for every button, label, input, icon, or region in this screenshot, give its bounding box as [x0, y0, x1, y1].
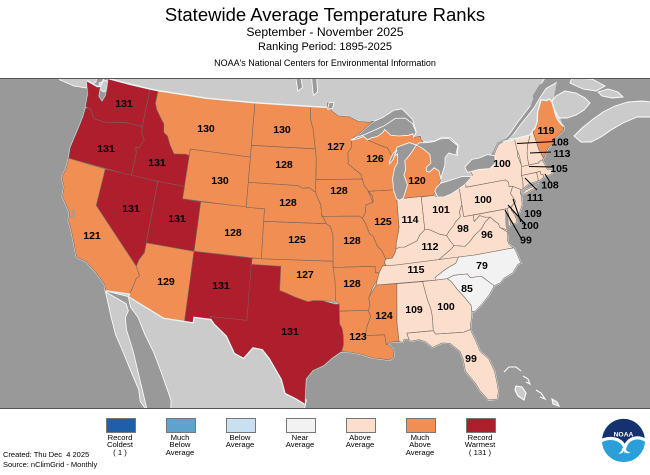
svg-text:115: 115 [408, 264, 425, 276]
svg-text:124: 124 [375, 310, 393, 322]
svg-text:114: 114 [402, 214, 419, 226]
svg-text:131: 131 [281, 326, 299, 338]
svg-text:131: 131 [122, 203, 140, 215]
svg-text:131: 131 [97, 143, 115, 155]
svg-text:128: 128 [279, 197, 297, 209]
svg-text:109: 109 [405, 304, 423, 316]
svg-text:100: 100 [521, 220, 539, 232]
svg-text:101: 101 [432, 204, 450, 216]
svg-text:113: 113 [554, 148, 571, 160]
svg-text:121: 121 [83, 230, 101, 242]
svg-text:127: 127 [296, 269, 314, 281]
svg-text:100: 100 [437, 301, 455, 313]
svg-text:119: 119 [538, 125, 555, 137]
svg-text:131: 131 [168, 213, 186, 225]
svg-text:128: 128 [343, 235, 361, 247]
svg-text:131: 131 [115, 98, 133, 110]
svg-text:130: 130 [273, 124, 291, 136]
svg-text:123: 123 [349, 331, 367, 343]
svg-text:85: 85 [461, 283, 473, 295]
svg-text:109: 109 [524, 208, 542, 220]
svg-text:130: 130 [197, 123, 215, 135]
svg-text:112: 112 [422, 241, 439, 253]
svg-text:105: 105 [550, 163, 568, 175]
svg-text:120: 120 [408, 175, 426, 187]
svg-text:98: 98 [457, 223, 469, 235]
svg-text:128: 128 [330, 185, 348, 197]
svg-text:131: 131 [212, 280, 230, 292]
svg-text:125: 125 [288, 234, 306, 246]
svg-text:127: 127 [327, 141, 345, 153]
svg-text:130: 130 [211, 175, 229, 187]
svg-text:NOAA: NOAA [614, 431, 634, 438]
svg-text:100: 100 [474, 194, 492, 206]
svg-text:111: 111 [527, 192, 544, 204]
svg-text:79: 79 [476, 260, 488, 272]
svg-text:126: 126 [366, 153, 384, 165]
svg-text:99: 99 [520, 235, 532, 247]
svg-text:108: 108 [551, 137, 569, 149]
svg-text:131: 131 [148, 157, 166, 169]
svg-text:96: 96 [481, 229, 493, 241]
svg-text:100: 100 [493, 158, 511, 170]
svg-text:108: 108 [541, 180, 559, 192]
svg-text:128: 128 [275, 159, 293, 171]
svg-text:125: 125 [374, 216, 392, 228]
svg-text:99: 99 [465, 353, 477, 365]
svg-text:128: 128 [224, 227, 242, 239]
svg-text:128: 128 [343, 278, 361, 290]
svg-text:129: 129 [157, 276, 175, 288]
